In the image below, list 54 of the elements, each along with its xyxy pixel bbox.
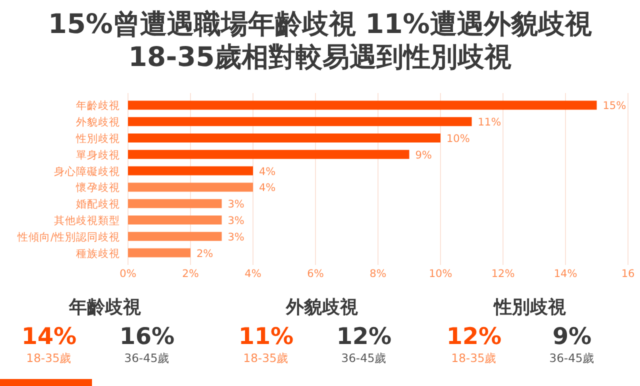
x-tick-label: 0% bbox=[120, 268, 136, 280]
y-tick-label: 性別歧視 bbox=[75, 132, 120, 145]
bar bbox=[128, 248, 190, 258]
bar bbox=[128, 150, 410, 159]
text: 12% bbox=[446, 324, 502, 350]
bar bbox=[128, 216, 222, 224]
bar bbox=[128, 182, 253, 192]
y-tick-label: 懷孕歧視 bbox=[75, 181, 120, 194]
x-tick-label: 8% bbox=[370, 268, 386, 280]
data-label: 4% bbox=[259, 166, 276, 178]
x-tick-label: 14% bbox=[554, 268, 578, 280]
x-tick-label: 10% bbox=[428, 268, 452, 280]
data-label: 15% bbox=[602, 100, 626, 112]
text: 性別歧視 bbox=[493, 297, 566, 318]
text: 外貌歧視 bbox=[285, 297, 358, 318]
data-label: 3% bbox=[228, 215, 244, 227]
data-label: 9% bbox=[415, 149, 432, 162]
text: 36-45歲 bbox=[549, 351, 595, 365]
text: 18-35歲 bbox=[26, 351, 72, 365]
x-tick-label: 16 bbox=[621, 268, 635, 280]
text: 14% bbox=[21, 324, 77, 350]
y-tick-label: 婚配歧視 bbox=[76, 198, 120, 211]
x-tick-label: 12% bbox=[491, 268, 515, 280]
x-tick-label: 4% bbox=[244, 268, 262, 280]
text: 18-35歲 bbox=[451, 351, 497, 365]
text: 12% bbox=[336, 324, 392, 350]
bar bbox=[128, 117, 472, 126]
bar bbox=[128, 134, 440, 142]
y-tick-label: 單身歧視 bbox=[76, 148, 120, 162]
data-label: 3% bbox=[228, 198, 244, 211]
bar bbox=[128, 166, 253, 176]
y-tick-label: 其他歧視類型 bbox=[54, 214, 120, 227]
bar bbox=[128, 199, 222, 208]
data-label: 3% bbox=[228, 231, 244, 244]
y-tick-label: 身心障礙歧視 bbox=[54, 164, 120, 178]
data-label: 4% bbox=[259, 182, 276, 194]
bar bbox=[128, 232, 222, 241]
y-tick-label: 年齡歧視 bbox=[76, 99, 120, 112]
y-tick-label: 種族歧視 bbox=[76, 246, 120, 260]
text: 36-45歲 bbox=[124, 351, 170, 365]
data-label: 10% bbox=[446, 133, 470, 145]
y-tick-label: 外貌歧視 bbox=[76, 116, 120, 129]
text: 18-35歲 bbox=[243, 351, 289, 365]
text: 16% bbox=[119, 324, 175, 350]
text: 9% bbox=[552, 324, 592, 350]
bar bbox=[128, 100, 597, 110]
text: 11% bbox=[238, 324, 294, 350]
x-tick-label: 6% bbox=[307, 268, 324, 280]
chart-title: 15%曾遭遇職場年齡歧視 11%遭遇外貌歧視 18-35歲相對較易遇到性別歧視 bbox=[48, 9, 592, 73]
text: 36-45歲 bbox=[341, 351, 387, 365]
y-tick-label: 性傾向/性別認同歧視 bbox=[16, 230, 120, 244]
x-tick-label: 2% bbox=[182, 268, 199, 280]
data-label: 11% bbox=[478, 116, 502, 129]
data-label: 2% bbox=[196, 248, 214, 260]
